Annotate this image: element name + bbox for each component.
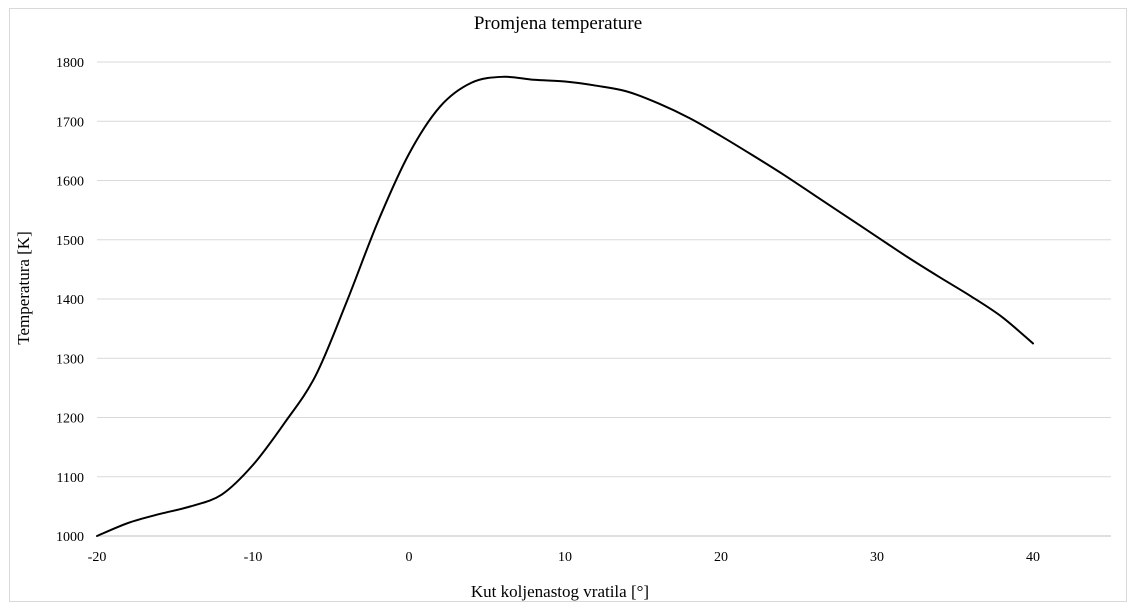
- x-tick-label: -20: [88, 550, 107, 565]
- x-tick-label: -10: [244, 550, 263, 565]
- x-tick-labels: -20 -10 0 10 20 30 40: [88, 550, 1040, 565]
- x-tick-label: 20: [714, 550, 728, 565]
- y-tick-label: 1100: [57, 471, 84, 486]
- x-tick-label: 0: [406, 550, 413, 565]
- y-tick-label: 1500: [56, 234, 84, 249]
- y-axis-title: Temperatura [K]: [14, 231, 33, 345]
- x-axis-title: Kut koljenastog vratila [°]: [471, 582, 649, 601]
- temperature-series-line: [96, 75, 1034, 537]
- x-tick-label: 30: [870, 550, 884, 565]
- y-tick-label: 1300: [56, 352, 84, 367]
- chart-frame: [9, 8, 1127, 602]
- y-tick-label: 1000: [56, 530, 84, 545]
- y-tick-label: 1200: [56, 412, 84, 427]
- chart-title: Promjena temperature: [474, 13, 642, 34]
- y-tick-label: 1700: [56, 115, 84, 130]
- y-tick-label: 1600: [56, 175, 84, 190]
- series-group: [96, 75, 1034, 537]
- gridlines: [97, 61, 1111, 478]
- y-tick-label: 1400: [56, 293, 84, 308]
- x-tick-label: 10: [558, 550, 572, 565]
- y-tick-label: 1800: [56, 56, 84, 71]
- y-tick-labels: 1000 1100 1200 1300 1400 1500 1600 1700 1800: [56, 56, 84, 545]
- x-tick-label: 40: [1026, 550, 1040, 565]
